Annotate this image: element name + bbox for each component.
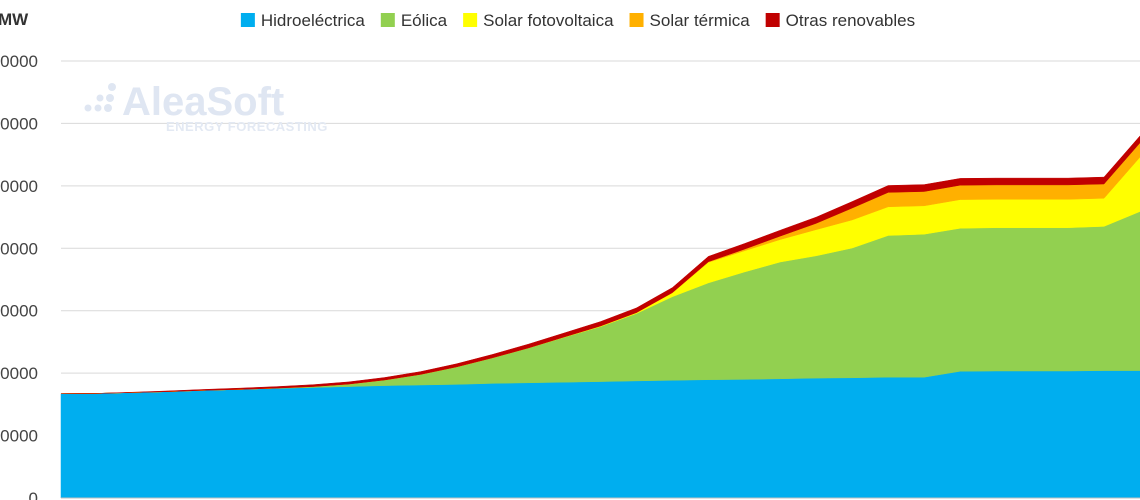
legend-swatch-solar-fotovoltaica <box>463 13 478 27</box>
watermark-brand: AleaSoft <box>122 80 284 124</box>
legend-label-otras-renovables: Otras renovables <box>786 11 915 30</box>
legend-label-solar-t-rmica: Solar térmica <box>650 11 751 30</box>
legend-label-e-lica: Eólica <box>401 11 448 30</box>
y-tick-label-30000: 30000 <box>0 302 38 321</box>
watermark-tagline: ENERGY FORECASTING <box>166 119 328 134</box>
legend-swatch-solar-t-rmica <box>629 13 644 27</box>
legend: Hidroeléctrica Eólica Solar fotovoltaica So… <box>240 11 915 30</box>
y-tick-label-10000: 10000 <box>0 427 38 446</box>
y-tick-label-50000: 50000 <box>0 177 38 196</box>
y-tick-label-20000: 20000 <box>0 364 38 383</box>
y-tick-label-0: 0 <box>29 489 38 500</box>
y-tick-label-60000: 60000 <box>0 114 38 133</box>
legend-label-hidroel-ctrica: Hidroeléctrica <box>261 11 365 30</box>
y-tick-label-40000: 40000 <box>0 239 38 258</box>
legend-label-solar-fotovoltaica: Solar fotovoltaica <box>483 11 614 30</box>
area-e-lica <box>60 211 1140 394</box>
legend-swatch-otras-renovables <box>765 13 780 27</box>
area-otras-renovables <box>60 135 1140 394</box>
y-axis-unit-label: MW <box>0 10 29 29</box>
legend-swatch-e-lica <box>380 13 395 27</box>
y-axis: 0 10000 20000 30000 40000 50000 60000 70000 <box>0 52 38 500</box>
series-areas <box>60 135 1140 499</box>
aleasoft-logo-icon <box>84 83 116 112</box>
y-tick-label-70000: 70000 <box>0 52 38 71</box>
gridlines <box>61 60 1140 437</box>
legend-swatch-hidroel-ctrica <box>240 13 255 27</box>
aleasoft-watermark: AleaSoft ENERGY FORECASTING <box>84 80 328 134</box>
